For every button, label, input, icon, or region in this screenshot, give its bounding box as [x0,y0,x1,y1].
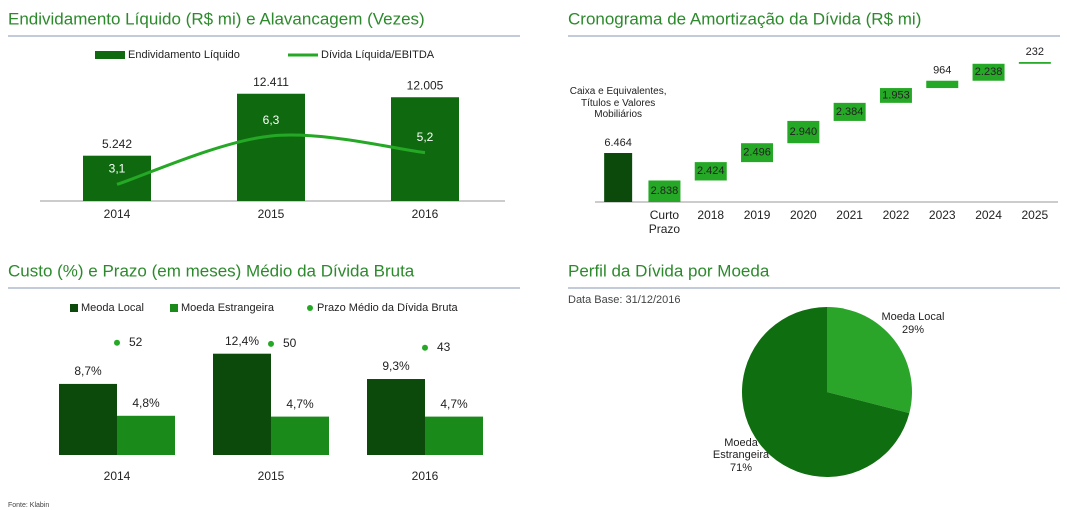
waterfall-bar [926,80,959,89]
bar-value-label: 8,7% [74,364,102,378]
bar-value-label: 4,7% [286,397,314,411]
bar [83,155,151,201]
chart-title: Endividamento Líquido (R$ mi) e Alavanca… [8,9,425,28]
legend-label: Moeda Estrangeira [181,302,275,314]
bar-value-label: 2.384 [836,106,864,118]
bar-value-label: 12,4% [225,334,259,348]
bar [367,379,425,455]
bar-value-label: 6.464 [604,137,632,149]
line-value-label: 6,3 [263,113,280,127]
bar [237,93,305,201]
dot-value-label: 43 [437,340,451,354]
pie-slice [742,307,910,478]
x-tick-label: 2014 [104,469,131,483]
dot [422,344,428,351]
waterfall-bar [694,162,727,181]
bar-value-label: 2.838 [651,185,679,197]
legend-swatch [307,305,313,311]
bar-value-label: 4,7% [440,397,468,411]
line [116,133,426,186]
legend-label: Prazo Médio da Dívida Bruta [317,302,459,314]
bar-value-label: 4,8% [132,396,160,410]
bar-value-label: 2.496 [743,147,771,159]
waterfall-bar [833,102,866,121]
bar-value-label: 12.005 [407,78,444,92]
x-tick-label: 2016 [412,207,439,221]
line-value-label: 3,1 [109,162,126,176]
waterfall-bar [879,88,912,103]
legend-swatch [95,51,125,59]
bar [271,416,329,455]
legend-label: Endividamento Líquido [128,49,240,61]
waterfall-bar [972,63,1005,81]
line-value-label: 5,2 [417,130,434,144]
bar-value-label: 2.238 [975,66,1003,78]
x-tick-label: 2014 [104,207,131,221]
bar-value-label: 1.953 [882,89,910,101]
bar [117,415,175,455]
bar-value-label: 2.424 [697,165,725,177]
pie-slice [827,307,912,414]
source: Fonte: Klabin [8,502,49,509]
chart-title: Perfil da Dívida por Moeda [568,261,770,280]
dot-value-label: 50 [283,336,297,350]
legend-swatch [70,304,78,312]
chart-title: Custo (%) e Prazo (em meses) Médio da Dí… [8,261,415,280]
bar-value-label: 232 [1026,46,1044,58]
bar [425,416,483,455]
bar-value-label: 9,3% [382,359,410,373]
bar-value-label: 2.940 [790,126,818,138]
bar-value-label: 964 [933,65,951,77]
waterfall-bar [1018,62,1051,64]
bar-value-label: 12.411 [253,75,289,89]
waterfall-bar [648,180,681,202]
waterfall-bar [787,120,820,144]
bar-value-label: 5.242 [102,137,132,151]
x-tick-label: 2015 [258,207,285,221]
x-tick-label: 2015 [258,469,285,483]
dot [268,340,274,347]
subtitle: Data Base: 31/12/2016 [568,294,681,306]
dot-value-label: 52 [129,335,143,349]
chart-title: Cronograma de Amortização da Dívida (R$ … [568,9,921,28]
legend-swatch [170,304,178,312]
dot [114,339,120,346]
legend-label: Meoda Local [81,302,144,314]
waterfall-bar [741,143,774,163]
bar [59,383,117,455]
x-tick-label: 2016 [412,469,439,483]
bar [213,353,271,455]
legend-label: Dívida Líquida/EBITDA [321,49,435,61]
initial-bar [604,153,633,202]
